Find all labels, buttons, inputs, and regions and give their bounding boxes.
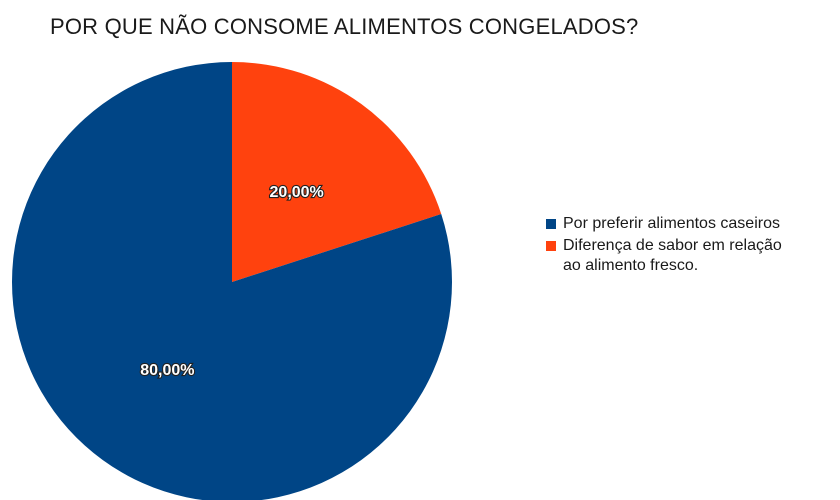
legend-swatch-0 xyxy=(546,219,556,229)
legend: Por preferir alimentos caseiros Diferenç… xyxy=(546,214,838,278)
legend-swatch-1 xyxy=(546,241,556,251)
legend-label-1: Diferença de sabor em relação ao aliment… xyxy=(563,237,782,274)
slice-value-label-0: 80,00% xyxy=(140,362,194,379)
legend-item-1: Diferença de sabor em relação ao aliment… xyxy=(546,236,838,276)
slice-value-label-1: 20,00% xyxy=(270,184,324,201)
legend-item-0: Por preferir alimentos caseiros xyxy=(546,214,838,234)
pie-slice-1 xyxy=(232,62,442,282)
chart-title: POR QUE NÃO CONSOME ALIMENTOS CONGELADOS… xyxy=(50,14,639,39)
legend-label-0: Por preferir alimentos caseiros xyxy=(563,215,780,232)
pie-slice-0 xyxy=(12,62,452,500)
